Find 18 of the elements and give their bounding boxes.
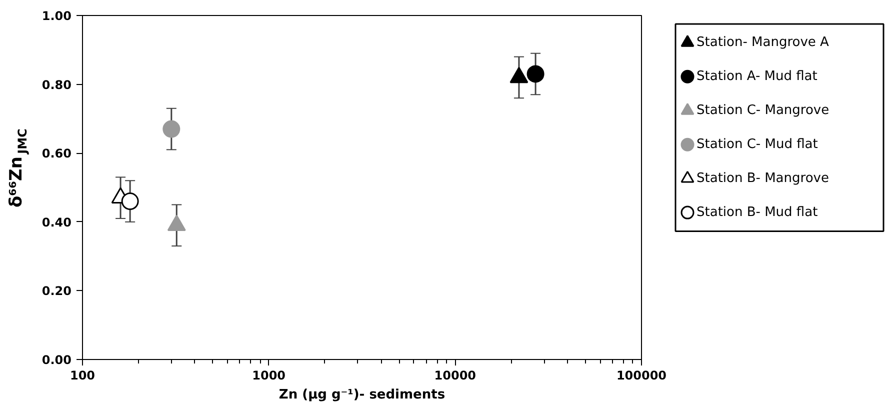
x-tick-label: 1000: [252, 368, 286, 382]
y-tick-label: 1.00: [42, 9, 72, 23]
x-tick-label: 100000: [616, 368, 667, 382]
y-tick-label: 0.40: [42, 215, 72, 230]
legend-label: Station- Mangrove A: [696, 35, 830, 50]
y-tick-label: 0.00: [42, 353, 72, 367]
x-axis-title: Zn (µg g⁻¹)- sediments: [278, 388, 446, 402]
y-axis-title: δ⁶⁶ZnJMC: [6, 128, 30, 208]
legend-label: Station C- Mangrove: [696, 103, 830, 118]
y-tick-label: 0.80: [42, 78, 72, 92]
legend-label: Station A- Mud flat: [696, 69, 818, 84]
y-tick-label: 0.20: [42, 284, 72, 298]
x-tick-label: 10000: [434, 368, 476, 382]
legend-label: Station B- Mangrove: [696, 171, 829, 186]
y-tick-label: 0.60: [42, 146, 72, 161]
legend-label: Station B- Mud flat: [696, 205, 818, 220]
legend-label: Station C- Mud flat: [696, 137, 818, 152]
x-tick-label: 100: [70, 368, 96, 382]
